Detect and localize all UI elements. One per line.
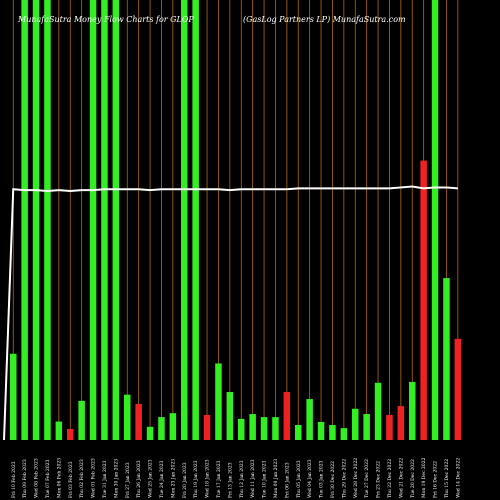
line-path xyxy=(3,185,458,441)
bar-up xyxy=(89,0,97,440)
x-tick-label: Mon 23 Jan 2023 xyxy=(170,459,176,498)
x-tick-label: Fri 27 Jan 2023 xyxy=(125,462,131,498)
x-tick-label: Fri 13 Jan 2023 xyxy=(227,462,233,498)
x-tick-label: Fri 16 Dec 2022 xyxy=(433,461,439,498)
x-tick-label: Tue 17 Jan 2023 xyxy=(216,460,222,498)
bar-up xyxy=(431,0,439,440)
bar-down xyxy=(386,414,393,440)
x-tick-label: Fri 30 Dec 2022 xyxy=(330,461,336,498)
bar-up xyxy=(340,428,348,440)
bar-up xyxy=(112,0,120,440)
bar-up xyxy=(215,363,222,440)
bar-down xyxy=(283,392,291,440)
bar-up xyxy=(260,417,268,440)
x-tick-labels: Fri 10 Feb 2023 Thu 09 Feb 2023 Wed 08 Feb… xyxy=(11,457,462,498)
x-tick-label: Thu 26 Jan 2023 xyxy=(136,460,142,498)
x-tick-label: Mon 06 Feb 2023 xyxy=(56,458,62,498)
x-tick-label: Thu 29 Dec 2022 xyxy=(341,459,347,498)
bar-up xyxy=(158,417,165,440)
x-tick-label: Tue 10 Jan 2023 xyxy=(262,460,268,498)
chart-title-right: (GasLog Partners LP) MunafaSutra.com xyxy=(243,15,406,24)
bar-down xyxy=(135,403,142,440)
bar-up xyxy=(32,0,40,440)
x-tick-label: Fri 23 Dec 2022 xyxy=(376,461,382,498)
bar-up xyxy=(78,400,85,440)
x-tick-label: Thu 22 Dec 2022 xyxy=(387,459,393,498)
x-tick-label: Tue 03 Jan 2023 xyxy=(319,460,325,498)
bar-up xyxy=(317,421,325,440)
bar-up xyxy=(21,0,28,440)
bar-down xyxy=(203,414,211,440)
bar-down xyxy=(397,406,405,440)
bar-up xyxy=(409,381,416,440)
x-tick-label: Fri 10 Feb 2023 xyxy=(11,461,17,498)
bar-up xyxy=(352,408,359,440)
bar-up xyxy=(329,425,336,440)
bar-down xyxy=(67,429,74,440)
bar-up xyxy=(295,425,302,440)
line-series xyxy=(3,185,458,441)
x-tick-label: Wed 21 Dec 2022 xyxy=(398,458,404,498)
bar-down xyxy=(420,160,427,440)
bar-down xyxy=(454,338,462,440)
bar-up xyxy=(306,399,313,440)
x-tick-label: Fri 03 Feb 2023 xyxy=(68,461,74,498)
bar-up xyxy=(363,414,370,440)
x-tick-label: Mon 09 Jan 2023 xyxy=(273,459,279,498)
bar-up xyxy=(249,414,256,440)
bar-up xyxy=(55,421,63,440)
bar-up xyxy=(443,278,450,440)
bar-up xyxy=(238,418,245,440)
chart-title-left: MunafaSutra Money Flow Charts for GLOP xyxy=(17,15,194,24)
bar-up xyxy=(101,0,108,440)
bar-up xyxy=(169,413,177,440)
x-tick-label: Thu 09 Feb 2023 xyxy=(22,459,28,498)
x-tick-label: Wed 25 Jan 2023 xyxy=(148,459,154,498)
x-tick-label: Thu 19 Jan 2023 xyxy=(193,460,199,498)
x-tick-label: Tue 07 Feb 2023 xyxy=(45,459,51,498)
bar-up xyxy=(44,0,51,440)
x-tick-label: Thu 15 Dec 2022 xyxy=(444,459,450,498)
x-tick-label: Tue 24 Jan 2023 xyxy=(159,460,165,498)
bar-up xyxy=(226,392,234,440)
x-tick-label: Wed 18 Jan 2023 xyxy=(205,459,211,498)
bar-up xyxy=(192,0,199,440)
x-tick-label: Wed 01 Feb 2023 xyxy=(91,458,97,498)
x-tick-label: Wed 11 Jan 2023 xyxy=(250,459,256,498)
x-tick-label: Wed 04 Jan 2023 xyxy=(307,459,313,498)
bar-up xyxy=(374,382,382,440)
x-tick-label: Wed 08 Feb 2023 xyxy=(34,458,40,498)
x-tick-label: Tue 27 Dec 2022 xyxy=(364,459,370,498)
x-tick-label: Thu 12 Jan 2023 xyxy=(239,460,245,498)
x-tick-label: Wed 28 Dec 2022 xyxy=(353,458,359,498)
x-tick-label: Tue 20 Dec 2022 xyxy=(410,459,416,498)
x-tick-label: Tue 31 Jan 2023 xyxy=(102,460,108,498)
x-tick-label: Fri 20 Jan 2023 xyxy=(182,462,188,498)
x-tick-label: Mon 19 Dec 2022 xyxy=(421,457,427,498)
x-tick-label: Wed 14 Dec 2022 xyxy=(455,458,461,498)
x-tick-label: Thu 05 Jan 2023 xyxy=(296,460,302,498)
bar-up xyxy=(146,426,154,440)
x-tick-label: Mon 30 Jan 2023 xyxy=(113,459,119,498)
bar-up xyxy=(272,417,279,440)
x-tick-label: Fri 06 Jan 2023 xyxy=(284,462,290,498)
bar-up xyxy=(10,353,17,440)
x-tick-label: Thu 02 Feb 2023 xyxy=(79,459,85,498)
bar-up xyxy=(181,0,188,440)
bar-up xyxy=(124,394,131,440)
bar-series xyxy=(10,0,462,440)
